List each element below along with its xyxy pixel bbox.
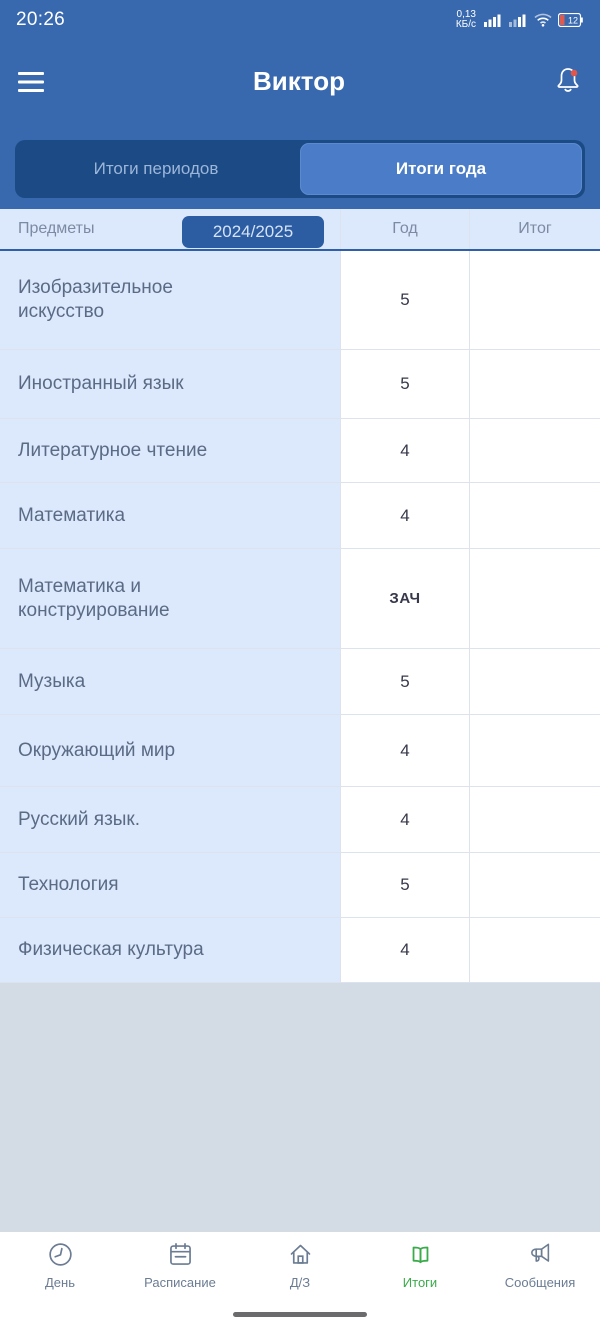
svg-text:12: 12 [568,16,578,26]
